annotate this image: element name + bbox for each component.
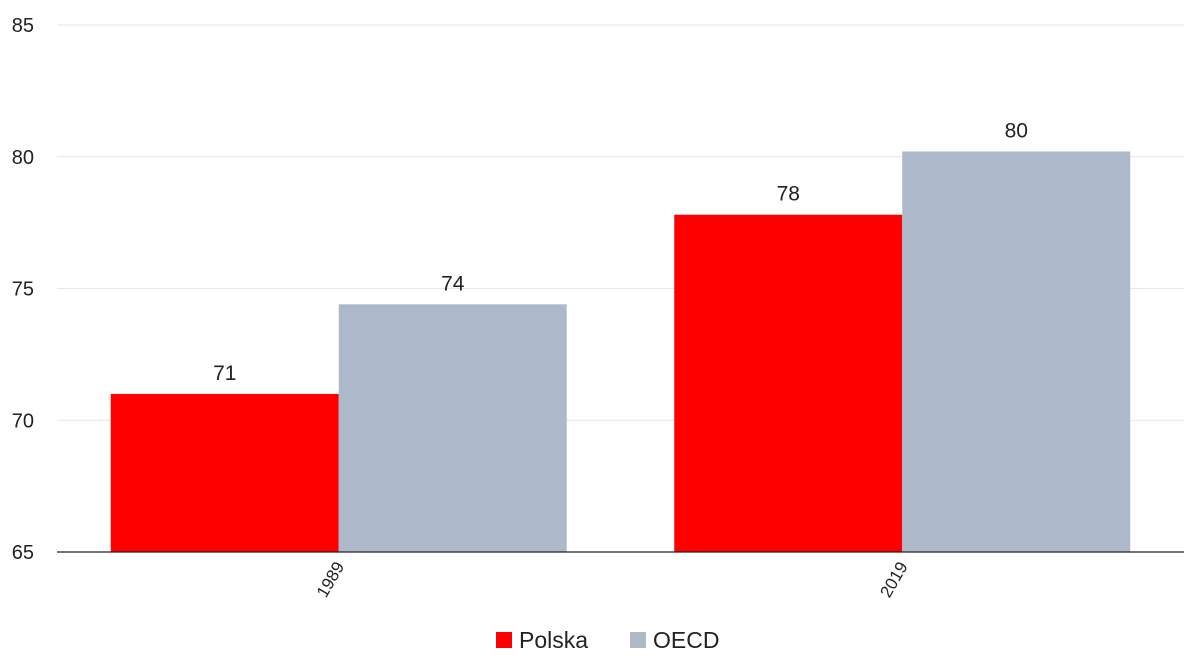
y-axis: 65 70 75 80 85 (12, 15, 34, 564)
bar-polska-2019[interactable] (674, 214, 903, 552)
bar-polska-1989[interactable] (110, 393, 339, 552)
legend[interactable]: Polska OECD (496, 627, 719, 653)
legend-label: Polska (519, 627, 588, 653)
x-tick-label: 2019 (876, 559, 911, 601)
legend-item-oecd[interactable]: OECD (630, 627, 719, 653)
legend-item-polska[interactable]: Polska (496, 627, 588, 653)
bars (110, 151, 1131, 553)
data-labels: 71 74 78 80 (213, 119, 1028, 384)
legend-swatch (630, 632, 646, 648)
y-tick-label: 70 (12, 410, 34, 432)
x-tick-label: 1989 (313, 559, 348, 601)
legend-swatch (496, 632, 512, 648)
bar-oecd-2019[interactable] (902, 151, 1131, 553)
data-label: 78 (777, 183, 800, 206)
x-axis: 1989 2019 (313, 559, 912, 601)
legend-label: OECD (653, 627, 719, 653)
data-label: 80 (1005, 119, 1028, 142)
data-label: 71 (213, 362, 236, 385)
y-tick-label: 80 (12, 147, 34, 169)
data-label: 74 (441, 272, 465, 295)
y-tick-label: 85 (12, 15, 34, 37)
y-tick-label: 75 (12, 279, 34, 301)
bar-oecd-1989[interactable] (338, 304, 567, 552)
y-tick-label: 65 (12, 542, 34, 564)
